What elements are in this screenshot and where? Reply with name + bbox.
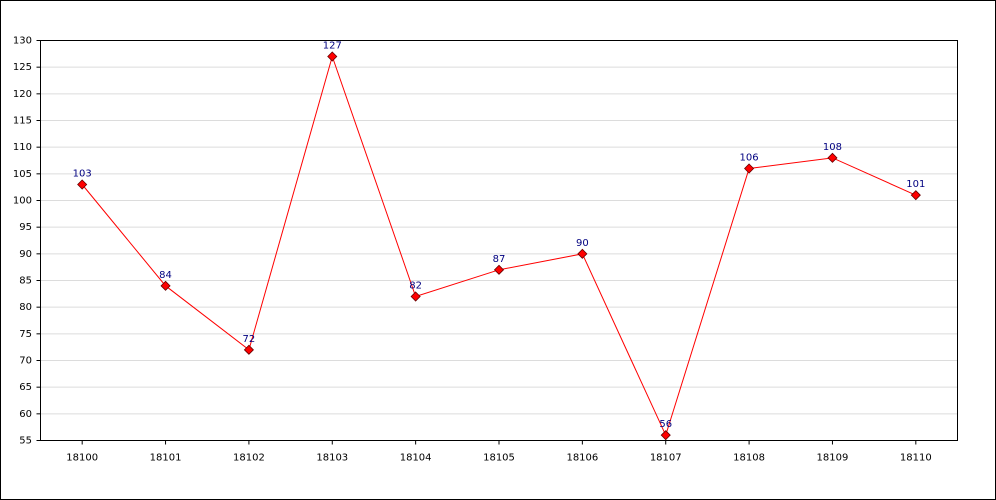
- point: [77, 179, 88, 190]
- data-label: 72: [243, 334, 256, 345]
- y-tick-label: 55: [19, 436, 32, 447]
- x-tick-label: 18110: [900, 453, 932, 464]
- point: [660, 430, 671, 441]
- x-tick-label: 18100: [66, 453, 98, 464]
- data-label: 90: [576, 238, 589, 249]
- y-tick-label: 90: [19, 249, 32, 260]
- y-tick-label: 80: [19, 302, 32, 313]
- x-tick-label: 18109: [817, 453, 849, 464]
- data-label: 106: [740, 153, 759, 164]
- x-tick-label: 18104: [400, 453, 432, 464]
- y-tick-label: 70: [19, 356, 32, 367]
- data-label: 108: [823, 142, 842, 153]
- point: [827, 152, 838, 163]
- data-label: 82: [409, 281, 422, 292]
- point: [744, 163, 755, 174]
- point: [410, 291, 421, 302]
- point: [160, 280, 171, 291]
- point: [577, 248, 588, 259]
- y-tick-label: 125: [13, 62, 32, 73]
- y-tick-label: 115: [13, 116, 32, 127]
- x-tick-label: 18101: [150, 453, 182, 464]
- y-tick-label: 85: [19, 276, 32, 287]
- x-tick-label: 18106: [566, 453, 598, 464]
- data-label: 101: [906, 179, 925, 190]
- y-tick-label: 75: [19, 329, 32, 340]
- point: [910, 190, 921, 201]
- y-tick-label: 100: [13, 196, 32, 207]
- y-tick-label: 110: [13, 142, 32, 153]
- data-label: 56: [659, 419, 672, 430]
- x-tick-label: 18107: [650, 453, 682, 464]
- y-tick-label: 60: [19, 409, 32, 420]
- data-label: 103: [73, 169, 92, 180]
- point: [327, 51, 338, 62]
- y-tick-label: 130: [13, 36, 32, 47]
- data-label: 84: [159, 270, 172, 281]
- y-tick-label: 105: [13, 169, 32, 180]
- x-tick-label: 18105: [483, 453, 515, 464]
- data-label: 87: [493, 254, 506, 265]
- x-tick-label: 18102: [233, 453, 265, 464]
- data-label: 127: [323, 41, 342, 52]
- y-tick-label: 120: [13, 89, 32, 100]
- point: [243, 344, 254, 355]
- point: [493, 264, 505, 275]
- y-tick-label: 65: [19, 382, 32, 393]
- y-tick-label: 95: [19, 222, 32, 233]
- x-tick-label: 18103: [316, 453, 348, 464]
- x-tick-label: 18108: [733, 453, 765, 464]
